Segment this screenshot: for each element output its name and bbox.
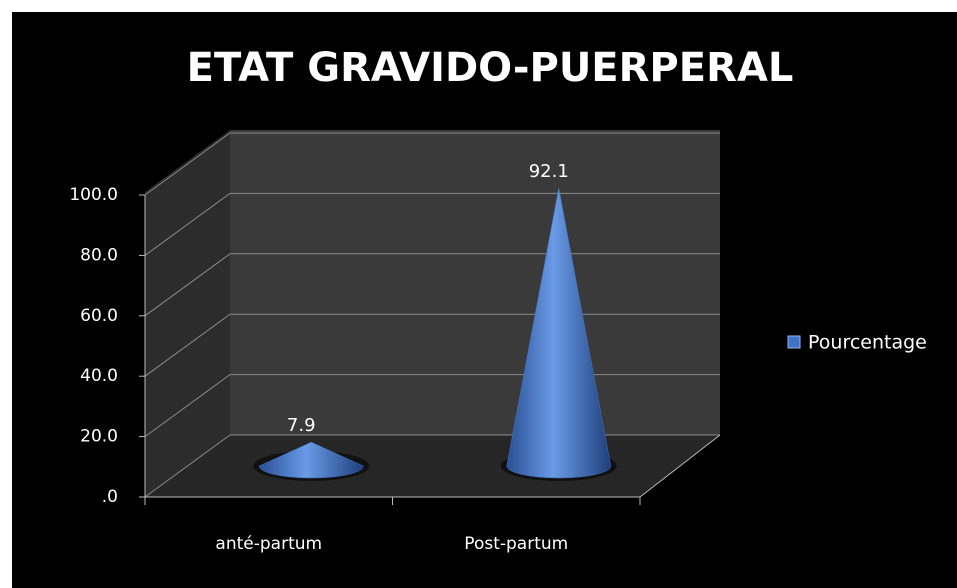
y-tick-label: .0 — [102, 487, 118, 507]
x-tick-label: Post-partum — [464, 534, 568, 554]
y-tick-label: 40.0 — [80, 366, 118, 386]
cone — [258, 441, 364, 479]
chart-title: ETAT GRAVIDO-PUERPERAL — [187, 45, 794, 91]
value-label: 7.9 — [287, 415, 316, 436]
x-tick-label: anté-partum — [215, 534, 322, 554]
floor-edge — [639, 434, 721, 498]
y-tick-label: 60.0 — [80, 306, 118, 326]
value-label: 92.1 — [529, 161, 569, 182]
cone — [506, 187, 612, 479]
legend-swatch — [787, 335, 801, 349]
back-wall — [230, 130, 720, 435]
y-tick-label: 80.0 — [80, 245, 118, 265]
grid-line — [144, 192, 720, 256]
floor — [145, 435, 720, 497]
side-wall — [145, 130, 230, 497]
legend-label: Pourcentage — [808, 332, 927, 354]
grid-line — [144, 132, 720, 196]
y-tick-label: 20.0 — [80, 427, 118, 447]
y-tick-label: 100.0 — [69, 185, 118, 205]
